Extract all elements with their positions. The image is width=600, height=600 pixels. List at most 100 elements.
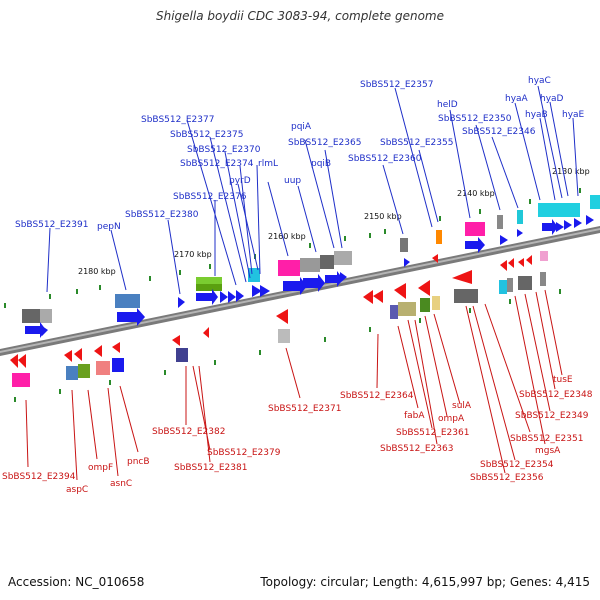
gene-arrow: [325, 271, 343, 287]
gene-label: SbBS512_E2365: [288, 138, 361, 148]
gene-label: pqiB: [311, 159, 331, 169]
gene-arrow: [394, 283, 406, 299]
gene-arrow: [10, 354, 18, 368]
gene-label: SbBS512_E2380: [125, 210, 199, 220]
gene-block: [112, 358, 124, 372]
forward-strand: [22, 195, 600, 338]
gene-label: SbBS512_E2382: [152, 427, 225, 437]
gene-label: hyaD: [540, 94, 564, 104]
gene-block: [96, 361, 110, 375]
gene-arrow: [340, 272, 347, 283]
gene-arrow: [203, 327, 209, 338]
gene-block: [420, 298, 430, 312]
gene-arrow: [25, 322, 46, 338]
scale-label: 2170 kbp: [174, 250, 212, 259]
gene-label: fabA: [404, 411, 425, 421]
gene-arrow: [373, 290, 383, 303]
gene-arrow: [432, 254, 438, 263]
gene-block: [398, 302, 416, 316]
gene-label: SbBS512_E2357: [360, 80, 433, 90]
gene-label: sulA: [452, 401, 472, 411]
gene-label: pyrD: [229, 176, 251, 186]
gene-arrow: [64, 350, 72, 362]
gene-block: [320, 255, 334, 269]
gene-label: SbBS512_E2351: [510, 434, 583, 444]
gene-label: rlmL: [258, 159, 278, 169]
gene-arrow: [112, 342, 120, 353]
gene-label: SbBS512_E2364: [340, 391, 414, 401]
gene-arrow: [117, 308, 145, 326]
gene-block: [22, 309, 40, 323]
gene-label: mgsA: [535, 446, 561, 456]
genome-summary-text: Topology: circular; Length: 4,615,997 bp…: [260, 575, 590, 589]
gene-block: [432, 296, 440, 310]
scale-labels: 2180 kbp 2170 kbp 2160 kbp 2150 kbp 2140…: [78, 167, 590, 276]
gene-label: SbBS512_E2371: [268, 404, 341, 414]
accession-text: Accession: NC_010658: [8, 575, 145, 589]
gene-arrow: [556, 222, 564, 232]
gene-label: uup: [284, 176, 301, 186]
gene-arrow: [418, 280, 430, 296]
gene-label: pncB: [127, 457, 150, 467]
gene-block: [540, 251, 548, 261]
gene-arrow: [518, 258, 524, 267]
gene-arrow: [526, 255, 532, 265]
gene-block: [115, 294, 140, 308]
gene-block: [176, 348, 188, 362]
gene-label: SbBS512_E2348: [519, 390, 593, 400]
gene-arrow: [228, 291, 236, 303]
gene-label: SbBS512_E2356: [470, 473, 544, 483]
gene-label: SbBS512_E2379: [207, 448, 281, 458]
gene-arrow: [500, 235, 508, 245]
gene-arrow: [178, 297, 185, 308]
gene-block: [278, 260, 300, 276]
gene-arrow: [276, 309, 288, 324]
gene-label: SbBS512_E2363: [380, 444, 453, 454]
gene-label: ompF: [88, 463, 113, 473]
gene-arrow: [260, 285, 270, 297]
gene-label: pepN: [97, 222, 121, 232]
gene-label: SbBS512_E2361: [396, 428, 469, 438]
gene-label: SbBS512_E2375: [170, 130, 243, 140]
gene-label: SbBS512_E2394: [2, 472, 76, 482]
gene-arrow: [42, 326, 48, 336]
gene-arrow: [465, 237, 485, 253]
gene-label: hyaA: [505, 94, 529, 104]
gene-label: SbBS512_E2391: [15, 220, 88, 230]
gene-block: [497, 215, 503, 229]
gene-label: SbBS512_E2346: [462, 127, 536, 137]
scale-label: 2140 kbp: [457, 189, 495, 198]
gene-block: [400, 238, 408, 252]
reverse-strand: [10, 251, 548, 387]
gene-label: SbBS512_E2349: [515, 411, 589, 421]
gene-label: SbBS512_E2374: [180, 159, 254, 169]
map-title: Shigella boydii CDC 3083-94, complete ge…: [155, 9, 445, 23]
gene-label: hyaE: [562, 110, 585, 120]
gene-arrow: [542, 219, 558, 235]
gene-arrow: [236, 290, 244, 302]
gene-block: [196, 284, 222, 291]
gene-label: SbBS512_E2381: [174, 463, 247, 473]
gene-label: ompA: [438, 414, 465, 424]
gene-arrow: [196, 289, 218, 305]
gene-label: tusE: [553, 375, 573, 385]
gene-label: pqiA: [291, 122, 312, 132]
scale-label: 2160 kbp: [268, 232, 306, 241]
gene-block: [300, 258, 320, 272]
gene-arrow: [508, 258, 514, 268]
reverse-gene-labels: SbBS512_E2394 aspC ompF asnC pncB SbBS51…: [2, 375, 593, 495]
forward-leader-lines: [46, 85, 579, 295]
gene-block: [499, 280, 507, 294]
gene-label: aspC: [66, 485, 88, 495]
gene-label: SbBS512_E2350: [438, 114, 512, 124]
gene-arrow: [18, 354, 26, 368]
gene-block: [78, 364, 90, 378]
gene-arrow: [283, 277, 307, 295]
gene-arrow: [74, 348, 82, 361]
gene-block: [12, 373, 30, 387]
gene-label: SbBS512_E2370: [187, 145, 261, 155]
gene-arrow: [517, 229, 523, 237]
gene-block: [66, 366, 78, 380]
